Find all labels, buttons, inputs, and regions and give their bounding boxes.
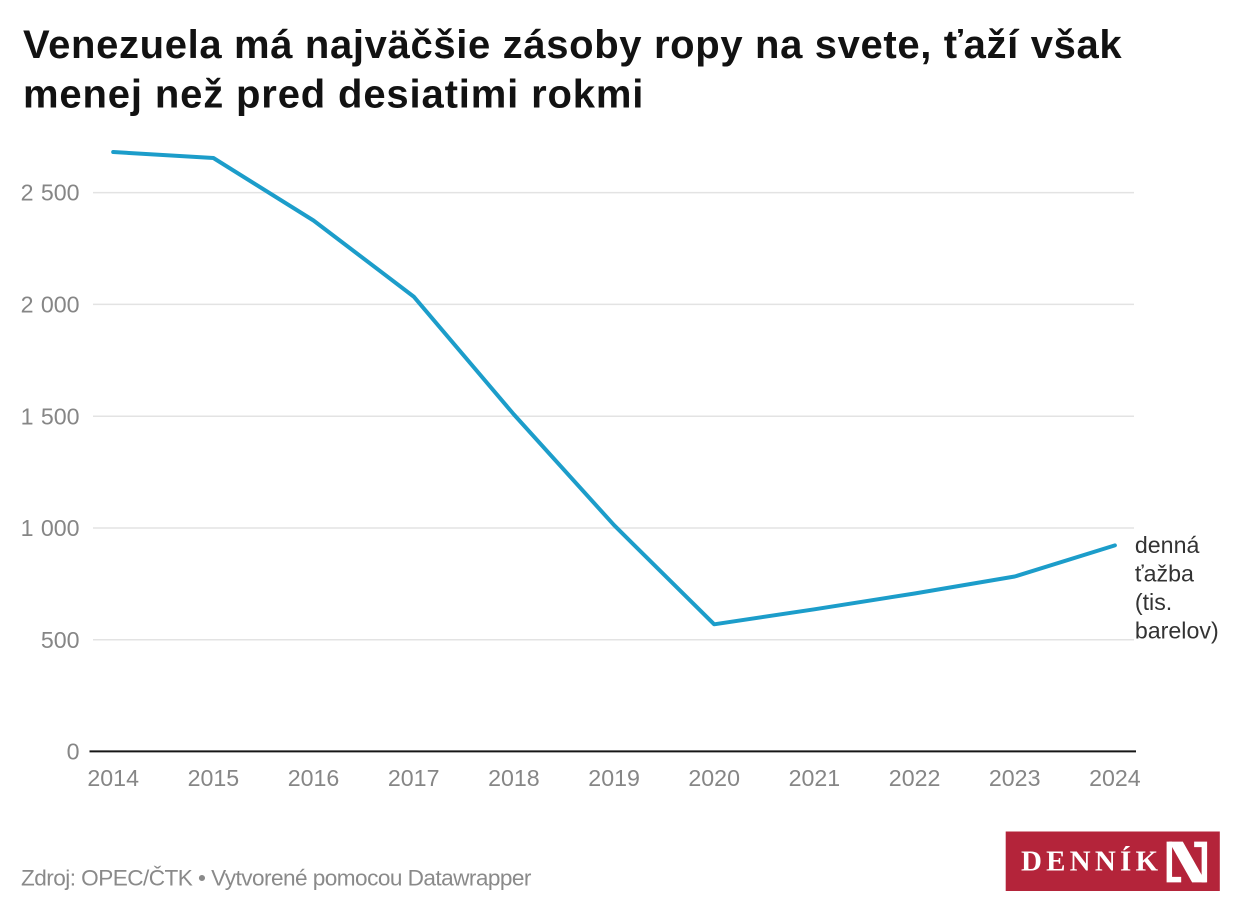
svg-text:2023: 2023 [989, 765, 1041, 791]
svg-text:Venezuela má najväčšie zásoby: Venezuela má najväčšie zásoby ropy na sv… [23, 23, 1122, 67]
svg-text:ťažba: ťažba [1135, 560, 1194, 586]
svg-text:2020: 2020 [688, 765, 740, 791]
svg-text:500: 500 [41, 627, 80, 653]
svg-text:500: 500 [41, 403, 80, 429]
svg-text:(tis.: (tis. [1135, 589, 1172, 615]
svg-text:2024: 2024 [1089, 765, 1141, 791]
svg-text:2019: 2019 [588, 765, 640, 791]
svg-text:denná: denná [1135, 532, 1200, 558]
svg-text:0: 0 [67, 739, 80, 765]
svg-text:2: 2 [21, 292, 34, 318]
svg-text:500: 500 [41, 180, 80, 206]
svg-text:000: 000 [41, 515, 80, 541]
svg-text:barelov): barelov) [1135, 617, 1219, 643]
svg-text:1: 1 [21, 403, 34, 429]
svg-text:000: 000 [41, 292, 80, 318]
svg-text:2018: 2018 [488, 765, 540, 791]
svg-text:2016: 2016 [288, 765, 340, 791]
svg-text:2022: 2022 [889, 765, 941, 791]
svg-text:Zdroj: OPEC/ČTK • Vytvorené po: Zdroj: OPEC/ČTK • Vytvorené pomocou Data… [21, 866, 532, 891]
svg-text:2017: 2017 [388, 765, 440, 791]
svg-text:2021: 2021 [789, 765, 841, 791]
svg-text:menej než pred desiatimi rokmi: menej než pred desiatimi rokmi [23, 73, 644, 117]
svg-text:1: 1 [21, 515, 34, 541]
svg-text:2: 2 [21, 180, 34, 206]
svg-text:2014: 2014 [87, 765, 139, 791]
svg-text:DENNÍK: DENNÍK [1021, 844, 1162, 877]
svg-text:2015: 2015 [188, 765, 240, 791]
